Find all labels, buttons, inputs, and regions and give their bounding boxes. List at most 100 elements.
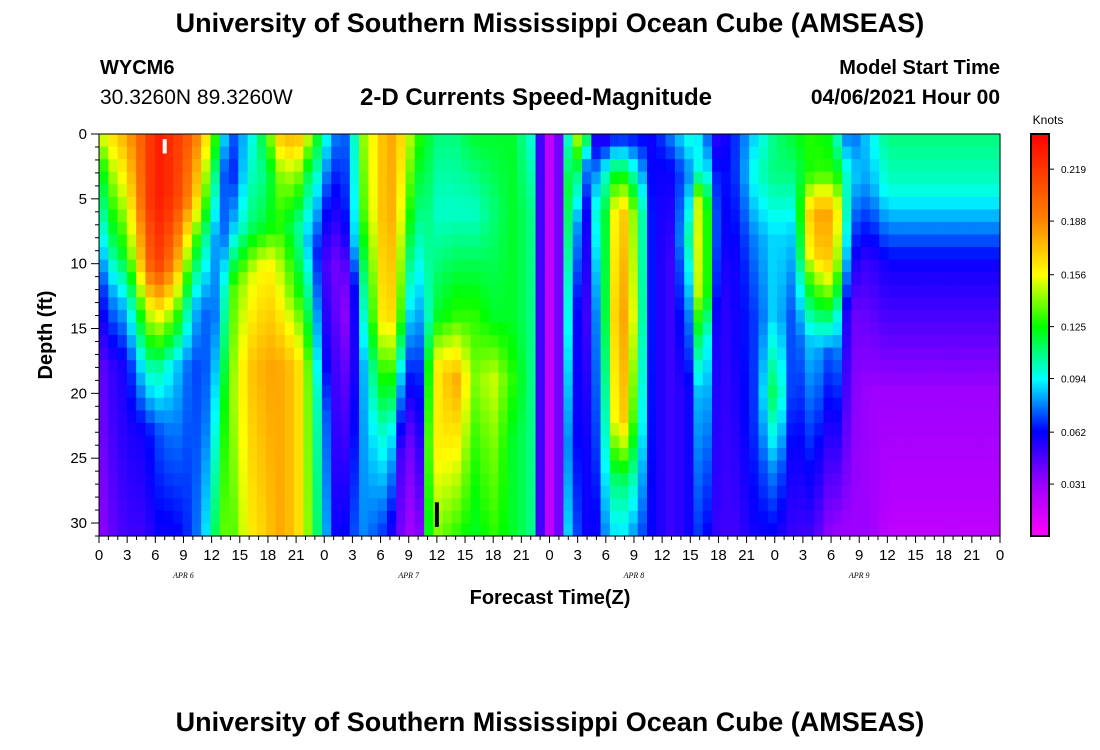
heatmap-cell [842, 523, 852, 537]
heatmap-cell [953, 460, 964, 474]
heatmap-cell [619, 510, 630, 525]
heatmap-cell [953, 510, 964, 525]
heatmap-cell [368, 221, 379, 236]
heatmap-cell [907, 309, 917, 324]
heatmap-cell [312, 473, 323, 487]
heatmap-cell [916, 171, 927, 185]
heatmap-cell [99, 297, 109, 311]
heatmap-cell [294, 221, 304, 236]
heatmap-cell [795, 259, 806, 273]
heatmap-cell [349, 171, 360, 185]
heatmap-cell [572, 523, 583, 537]
heatmap-cell [795, 284, 806, 298]
heatmap-cell [749, 234, 760, 248]
heatmap-cell [535, 159, 546, 173]
heatmap-cell [405, 247, 416, 261]
heatmap-cell [647, 372, 657, 386]
heatmap-cell [340, 347, 351, 361]
heatmap-cell [201, 498, 212, 512]
heatmap-cell [869, 297, 880, 311]
heatmap-cell [823, 134, 834, 148]
heatmap-cell [126, 196, 137, 210]
heatmap-cell [126, 322, 137, 336]
heatmap-cell [424, 259, 434, 273]
heatmap-cell [600, 184, 611, 198]
heatmap-cell [396, 146, 407, 160]
heatmap-cell [99, 347, 109, 361]
heatmap-cell [647, 485, 657, 499]
heatmap-cell [312, 485, 323, 499]
heatmap-cell [721, 297, 732, 311]
heatmap-cell [442, 360, 453, 374]
heatmap-cell [433, 146, 444, 160]
heatmap-cell [600, 410, 611, 424]
heatmap-cell [609, 335, 620, 349]
heatmap-cell [544, 335, 555, 349]
heatmap-cell [582, 397, 592, 411]
x-tick-label: 15 [457, 547, 474, 564]
heatmap-cell [99, 184, 109, 198]
heatmap-cell [461, 485, 472, 499]
heatmap-cell [210, 297, 221, 311]
heatmap-cell [294, 247, 304, 261]
heatmap-cell [869, 448, 880, 462]
heatmap-cell [201, 234, 212, 248]
heatmap-cell [637, 159, 648, 173]
heatmap-cell [851, 234, 862, 248]
heatmap-cell [609, 485, 620, 499]
heatmap-cell [489, 184, 500, 198]
heatmap-cell [647, 284, 657, 298]
heatmap-cell [433, 435, 444, 449]
heatmap-cell [953, 134, 964, 148]
heatmap-cell [665, 485, 676, 499]
heatmap-cell [210, 372, 221, 386]
heatmap-cell [303, 159, 314, 173]
heatmap-cell [647, 385, 657, 399]
heatmap-cell [145, 134, 156, 148]
heatmap-cell [628, 435, 639, 449]
heatmap-cell [786, 397, 797, 411]
heatmap-cell [275, 460, 286, 474]
heatmap-cell [869, 146, 880, 160]
heatmap-cell [331, 485, 342, 499]
heatmap-cell [173, 473, 184, 487]
heatmap-cell [907, 460, 917, 474]
heatmap-cell [266, 184, 277, 198]
heatmap-cell [823, 372, 834, 386]
heatmap-cell [154, 372, 165, 386]
heatmap-cell [572, 473, 583, 487]
x-tick-label: 9 [179, 547, 187, 564]
heatmap-cell [832, 297, 843, 311]
heatmap-cell [786, 335, 797, 349]
heatmap-cell [832, 335, 843, 349]
heatmap-cell [897, 134, 908, 148]
heatmap-cell [795, 372, 806, 386]
heatmap-cell [619, 360, 630, 374]
heatmap-cell [907, 435, 917, 449]
heatmap-cell [396, 209, 407, 223]
heatmap-cell [637, 309, 648, 324]
heatmap-cell [767, 372, 778, 386]
heatmap-cell [702, 448, 713, 462]
heatmap-cell [907, 234, 917, 248]
heatmap-cell [256, 309, 267, 324]
heatmap-cell [182, 422, 193, 437]
heatmap-cell [693, 498, 704, 512]
heatmap-cell [368, 498, 379, 512]
heatmap-cell [814, 335, 825, 349]
heatmap-cell [442, 159, 453, 173]
heatmap-cell [767, 209, 778, 223]
heatmap-cell [554, 159, 565, 173]
heatmap-cell [739, 510, 750, 525]
heatmap-cell [479, 159, 490, 173]
heatmap-cell [442, 347, 453, 361]
heatmap-cell [173, 498, 184, 512]
heatmap-cell [916, 422, 927, 437]
heatmap-cell [340, 410, 351, 424]
x-tick-label: 6 [827, 547, 835, 564]
heatmap-cell [247, 498, 258, 512]
heatmap-cell [637, 485, 648, 499]
heatmap-cell [451, 347, 462, 361]
heatmap-cell [238, 272, 249, 286]
heatmap-cell [312, 510, 323, 525]
